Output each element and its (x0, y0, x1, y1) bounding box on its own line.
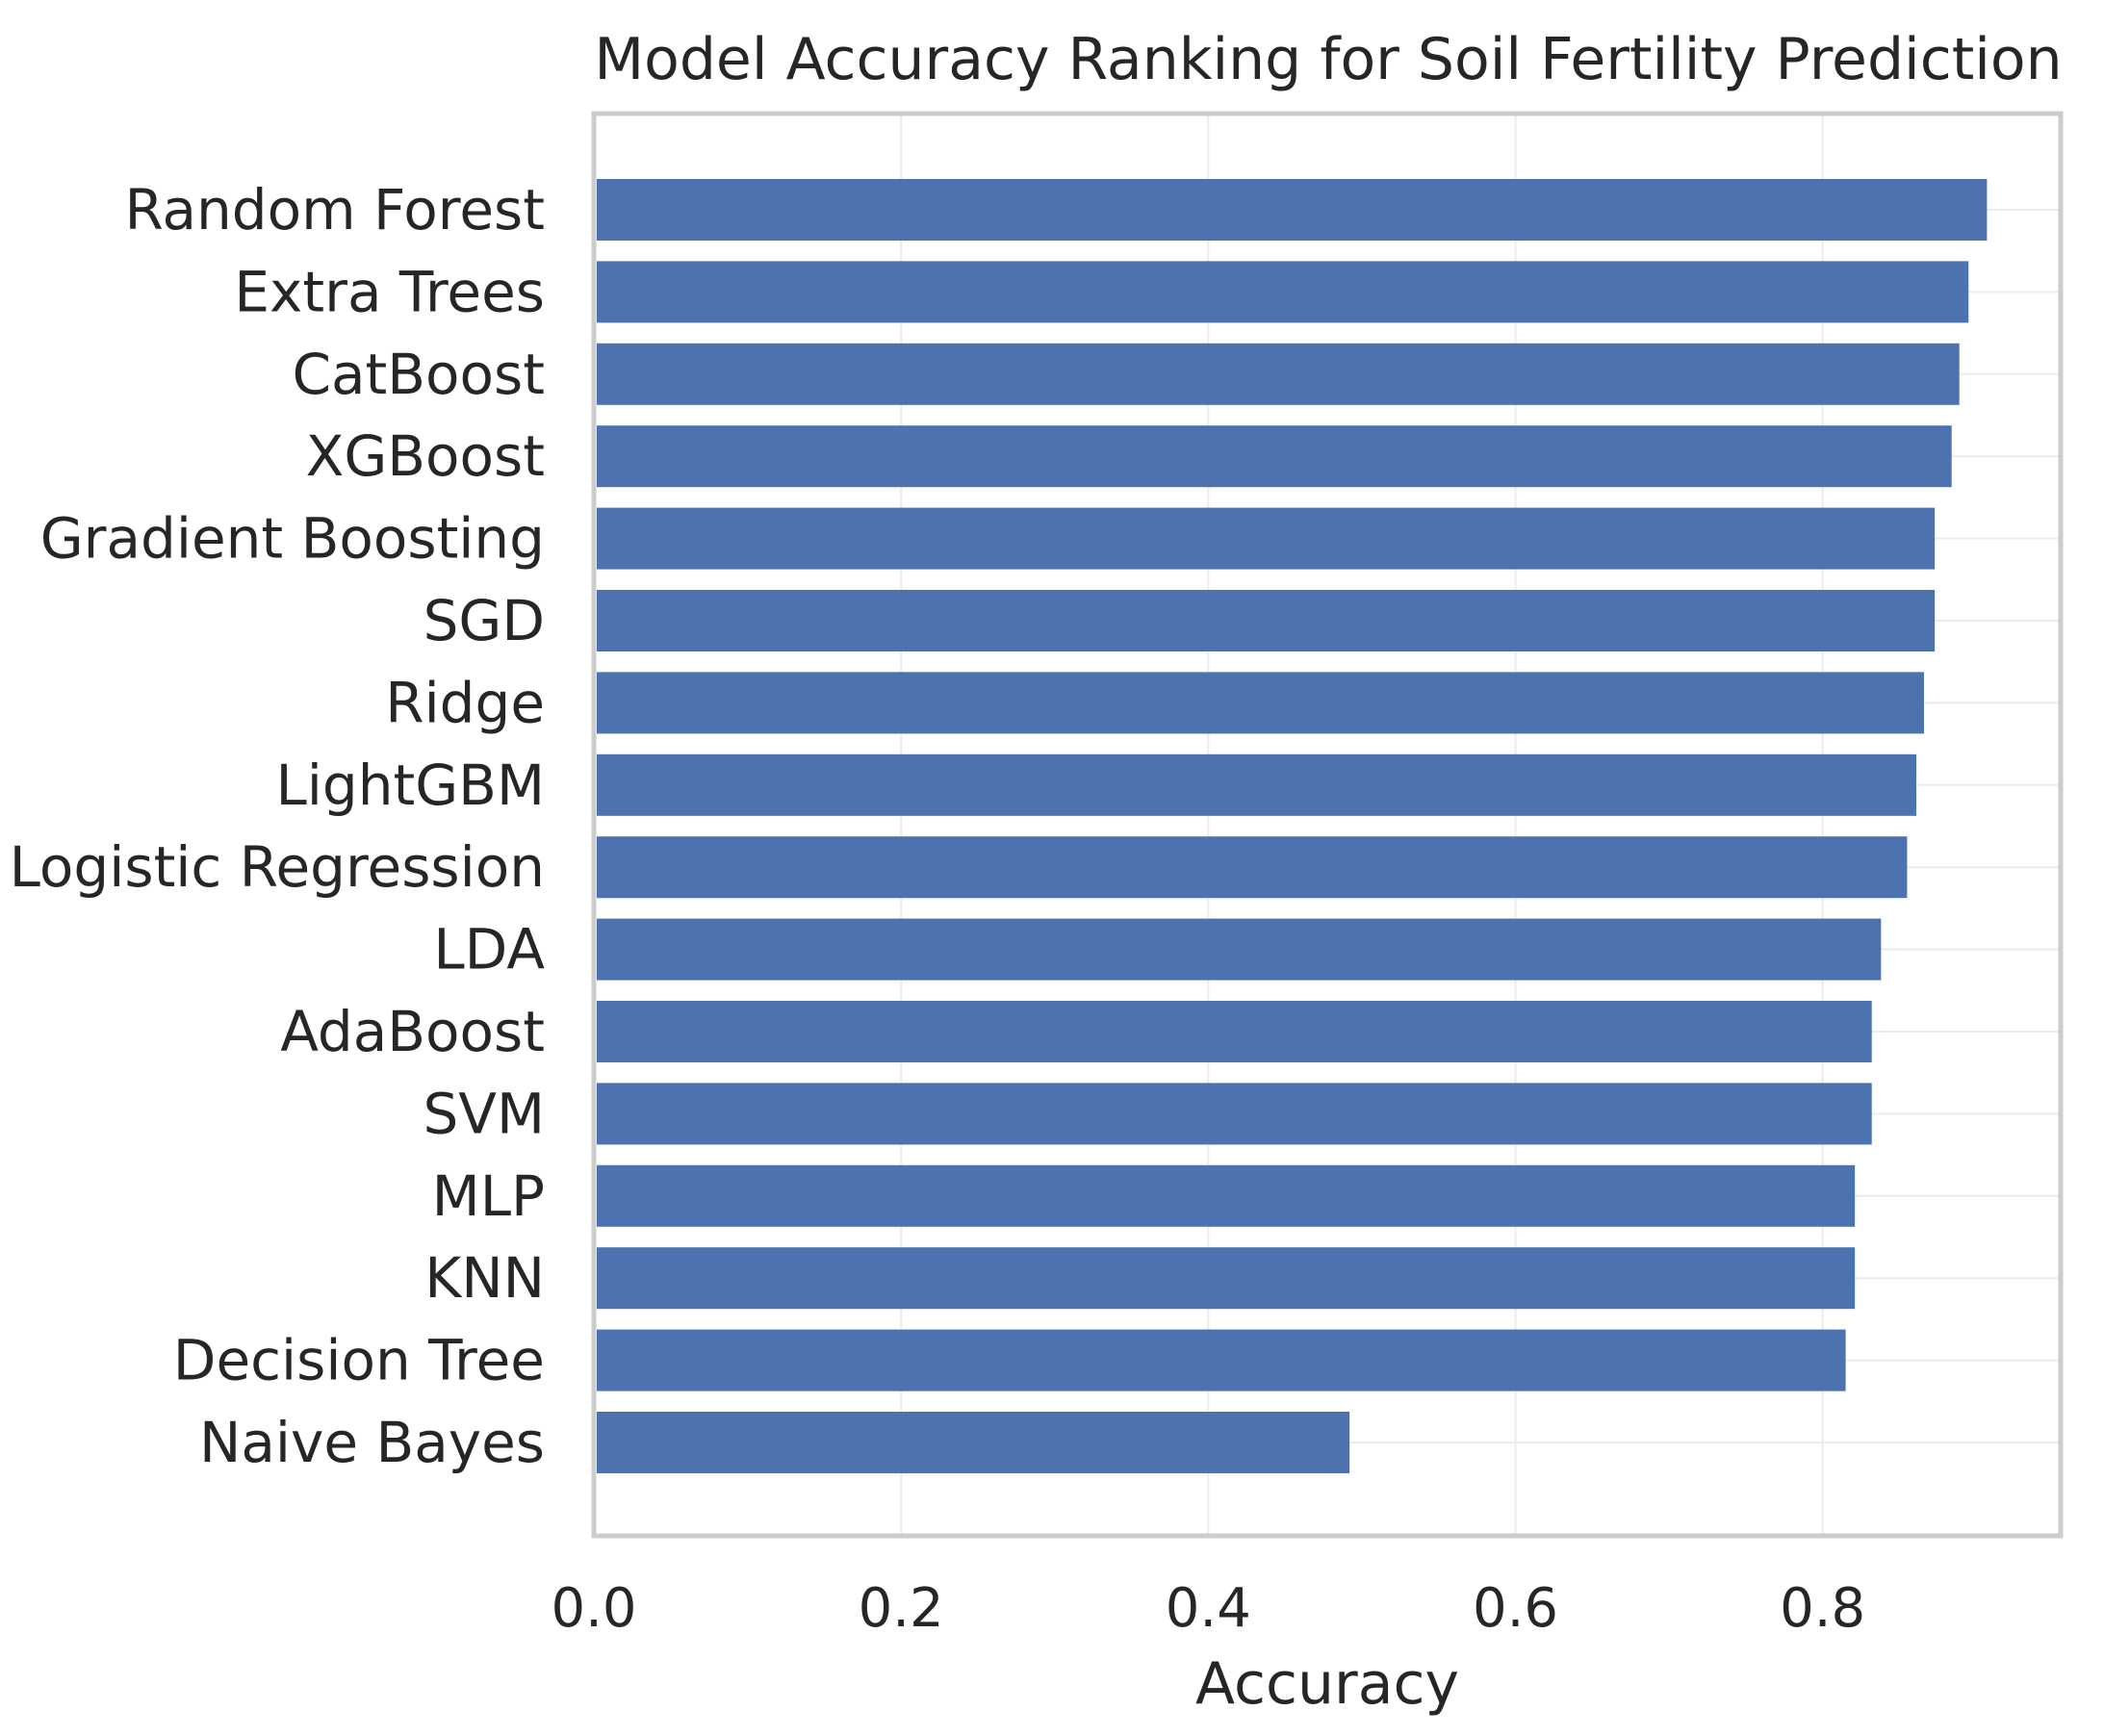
chart-title: Model Accuracy Ranking for Soil Fertilit… (594, 26, 2062, 93)
bar (597, 672, 1924, 734)
x-tick-label: 0.4 (1166, 1577, 1251, 1640)
bar (597, 343, 1960, 405)
x-tick-label: 0.6 (1473, 1577, 1558, 1640)
x-tick-label: 0.0 (551, 1577, 636, 1640)
bar (597, 1329, 1846, 1391)
category-label: MLP (432, 1163, 545, 1229)
category-label: Logistic Regression (10, 834, 545, 900)
x-tick-label: 0.8 (1780, 1577, 1865, 1640)
bars (597, 179, 1988, 1473)
category-label: CatBoost (292, 342, 545, 407)
bar (597, 1412, 1350, 1473)
category-label: Gradient Boosting (40, 506, 545, 572)
category-label: SGD (423, 588, 545, 653)
bar (597, 261, 1969, 323)
grid-lines (593, 114, 2061, 1536)
category-label: AdaBoost (280, 999, 545, 1064)
x-tick-labels: 0.0 0.2 0.4 0.6 0.8 (551, 1577, 1865, 1640)
plot-frame (591, 111, 2064, 1539)
category-label: Ridge (385, 670, 545, 735)
category-label: Random Forest (124, 177, 545, 243)
bar (597, 918, 1882, 981)
bar (597, 836, 1908, 899)
category-label: Extra Trees (234, 259, 545, 324)
bar (597, 590, 1936, 651)
category-label: LDA (433, 917, 545, 983)
category-label: LightGBM (275, 753, 545, 818)
bar (597, 1247, 1856, 1310)
bar (597, 1164, 1856, 1227)
category-label: Naive Bayes (199, 1410, 545, 1475)
category-label: Decision Tree (173, 1328, 545, 1393)
category-labels: Random Forest Extra Trees CatBoost XGBoost G… (10, 177, 546, 1475)
category-label: SVM (423, 1081, 545, 1146)
bar (597, 179, 1988, 241)
bar (597, 1083, 1872, 1145)
category-label: KNN (424, 1245, 545, 1311)
bar (597, 1001, 1872, 1062)
x-axis-label: Accuracy (1195, 1650, 1459, 1718)
x-tick-label: 0.2 (859, 1577, 944, 1640)
bar (597, 753, 1916, 816)
bar (597, 507, 1936, 570)
category-label: XGBoost (306, 423, 545, 489)
bar (597, 425, 1952, 488)
